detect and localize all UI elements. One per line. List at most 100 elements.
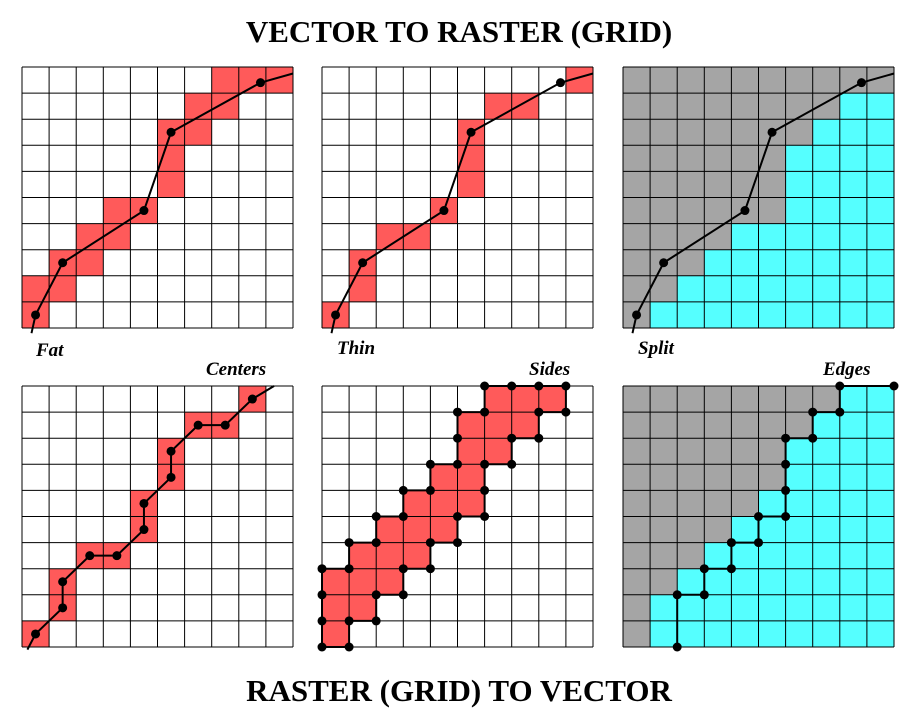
- sides-vertex: [398, 564, 408, 574]
- sides-filled-cell: [430, 464, 458, 491]
- edges-vertex: [781, 512, 791, 521]
- split-vertex: [856, 78, 866, 88]
- sides-vertex: [480, 459, 490, 469]
- title-top: VECTOR TO RASTER (GRID): [246, 14, 672, 49]
- sides-vertex: [425, 485, 435, 495]
- centers-vertex: [220, 420, 230, 430]
- split-vertex: [632, 310, 642, 320]
- edges-vertex: [726, 564, 736, 574]
- centers-vertex: [166, 446, 176, 456]
- edges-vertex: [672, 590, 682, 600]
- centers-vertex: [58, 577, 68, 587]
- sides-filled-cell: [349, 568, 377, 595]
- sides-vertex: [398, 590, 408, 600]
- sides-filled-cell: [430, 490, 458, 517]
- edges-vertex: [726, 538, 736, 548]
- label-split: Split: [638, 338, 675, 359]
- thin-vertex: [555, 78, 565, 88]
- sides-vertex: [425, 459, 435, 469]
- sides-vertex: [371, 512, 381, 521]
- centers-vertex: [58, 603, 68, 613]
- fat-vertex: [31, 310, 41, 320]
- sides-filled-cell: [484, 438, 512, 465]
- fat-filled-cell: [157, 171, 185, 198]
- sides-vertex: [507, 433, 517, 443]
- label-thin: Thin: [337, 338, 375, 359]
- centers-vertex: [139, 525, 149, 535]
- label-centers: Centers: [206, 359, 266, 380]
- sides-vertex: [344, 564, 354, 574]
- sides-vertex: [398, 485, 408, 495]
- sides-filled-cell: [322, 568, 350, 595]
- edges-vertex: [699, 564, 709, 574]
- sides-vertex: [398, 512, 408, 521]
- sides-filled-cell: [349, 594, 377, 621]
- edges-vertex: [835, 407, 845, 417]
- edges-vertex: [808, 407, 818, 417]
- sides-vertex: [561, 381, 571, 391]
- edges-vertex: [808, 433, 818, 443]
- centers-vertex: [112, 551, 122, 561]
- sides-filled-cell: [457, 438, 485, 465]
- sides-filled-cell: [322, 594, 350, 621]
- sides-vertex: [317, 642, 327, 652]
- panel-split: [622, 66, 895, 334]
- sides-filled-cell: [349, 542, 377, 569]
- sides-vertex: [480, 407, 490, 417]
- sides-filled-cell: [538, 386, 566, 413]
- sides-vertex: [453, 433, 462, 443]
- edges-vertex: [699, 590, 709, 600]
- sides-filled-cell: [376, 542, 404, 569]
- fat-filled-cell: [76, 249, 104, 276]
- sides-vertex: [371, 590, 381, 600]
- thin-vertex: [466, 127, 476, 137]
- centers-vertex: [31, 629, 41, 639]
- panel-thin: [321, 66, 594, 334]
- fat-vertex: [58, 258, 68, 268]
- fat-filled-cell: [184, 93, 212, 120]
- thin-vertex: [358, 258, 368, 268]
- fat-vertex: [255, 78, 265, 88]
- thin-filled-cell: [457, 171, 485, 198]
- sides-filled-cell: [376, 568, 404, 595]
- sides-vertex: [425, 538, 435, 548]
- sides-vertex: [344, 538, 354, 548]
- title-bottom: RASTER (GRID) TO VECTOR: [246, 673, 672, 708]
- thin-vertex: [439, 206, 449, 216]
- edges-vertex: [754, 512, 763, 521]
- fat-vertex: [166, 127, 176, 137]
- label-fat: Fat: [35, 340, 64, 361]
- centers-vertex: [193, 420, 203, 430]
- split-vertex: [740, 206, 750, 216]
- sides-vertex: [344, 616, 354, 626]
- sides-vertex: [507, 381, 517, 391]
- sides-vertex: [534, 381, 544, 391]
- sides-vertex: [534, 407, 544, 417]
- sides-filled-cell: [457, 490, 485, 517]
- sides-vertex: [480, 512, 490, 521]
- sides-filled-cell: [403, 490, 431, 517]
- edges-vertex: [781, 433, 791, 443]
- label-sides: Sides: [529, 359, 570, 380]
- sides-filled-cell: [484, 412, 512, 439]
- sides-vertex: [453, 407, 462, 417]
- edges-vertex: [781, 459, 791, 469]
- fat-filled-cell: [184, 119, 212, 146]
- edges-vertex: [672, 642, 682, 652]
- centers-vertex: [139, 498, 149, 508]
- centers-vertex: [85, 551, 95, 561]
- sides-filled-cell: [511, 386, 539, 413]
- centers-vertex: [247, 394, 257, 404]
- panel-centers: [21, 385, 294, 651]
- edges-vertex: [889, 381, 899, 391]
- edges-vertex: [835, 381, 845, 391]
- panel-fat: [21, 66, 294, 334]
- panel-edges: [622, 381, 899, 652]
- split-region-below: [623, 93, 894, 328]
- sides-vertex: [453, 512, 462, 521]
- sides-vertex: [534, 433, 544, 443]
- thin-filled-cell: [484, 93, 512, 120]
- sides-vertex: [317, 590, 327, 600]
- sides-vertex: [317, 564, 327, 574]
- thin-vertex: [331, 310, 341, 320]
